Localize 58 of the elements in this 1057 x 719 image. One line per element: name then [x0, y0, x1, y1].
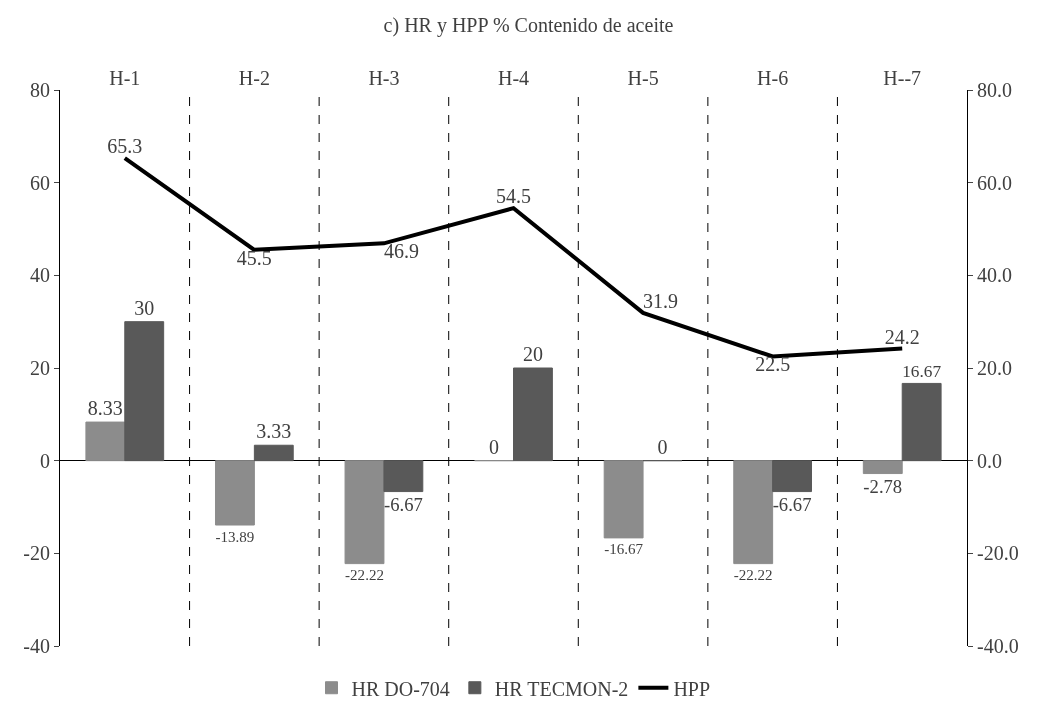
data-label: 24.2 [884, 325, 920, 348]
chart-title: c) HR y HPP % Contenido de aceite [383, 13, 674, 37]
y2-tick-label: -20.0 [977, 542, 1019, 565]
data-label: 8.33 [87, 397, 123, 420]
data-label: -6.67 [383, 494, 423, 516]
data-label: 30 [134, 296, 155, 319]
data-label: 54.5 [496, 185, 531, 208]
bar [253, 444, 294, 462]
y-tick-label: 0 [40, 449, 50, 472]
legend-label: HR DO-704 [351, 677, 450, 700]
y-tick-label: 60 [30, 171, 50, 194]
data-label: -22.22 [345, 567, 384, 584]
y2-tick-label: 20.0 [977, 357, 1012, 379]
bar [214, 460, 255, 526]
y-tick-label: 40 [30, 264, 50, 287]
legend-label: HPP [673, 677, 711, 700]
x-tick-label: H-4 [497, 67, 530, 89]
bar [772, 460, 813, 493]
data-label: 31.9 [643, 289, 679, 312]
y2-tick-label: 60.0 [977, 171, 1012, 194]
x-tick-label: H-3 [368, 67, 400, 89]
data-label: 0 [657, 435, 668, 458]
y-tick-label: -20 [23, 542, 50, 565]
legend-label: HR TECMON-2 [494, 677, 629, 700]
y2-tick-label: 0.0 [977, 449, 1002, 472]
data-label: 22.5 [755, 353, 791, 376]
data-label: -6.67 [772, 494, 812, 516]
y-tick-label: 20 [30, 357, 50, 379]
data-label: -13.89 [215, 528, 255, 545]
y2-tick-label: -40.0 [977, 635, 1019, 657]
x-tick-label: H-1 [109, 67, 141, 89]
x-tick-label: H--7 [883, 67, 922, 89]
y-tick-label: 80 [30, 79, 50, 101]
bar [513, 367, 553, 462]
y-tick-label: -40 [23, 635, 50, 657]
bar [383, 460, 424, 493]
data-label: 0 [489, 435, 500, 458]
data-label: 65.3 [107, 135, 143, 158]
y2-tick-label: 80.0 [977, 79, 1012, 101]
bar [733, 460, 774, 565]
bar [124, 321, 165, 462]
data-label: 20 [522, 343, 543, 365]
data-label: -22.22 [733, 567, 773, 584]
bar [85, 421, 126, 462]
y2-tick-label: 40.0 [977, 264, 1012, 287]
x-tick-label: H-5 [627, 67, 659, 89]
bar [344, 460, 385, 565]
data-label: -16.67 [604, 541, 644, 558]
data-label: 3.33 [256, 420, 292, 443]
bar [603, 460, 644, 539]
bar [862, 460, 903, 475]
data-label: 45.5 [236, 246, 272, 269]
x-tick-label: H-2 [238, 67, 270, 89]
data-label: -2.78 [863, 476, 903, 498]
x-tick-label: H-6 [757, 67, 789, 89]
data-label: 46.9 [383, 240, 419, 263]
data-label: 16.67 [902, 361, 942, 381]
bar [901, 382, 942, 462]
